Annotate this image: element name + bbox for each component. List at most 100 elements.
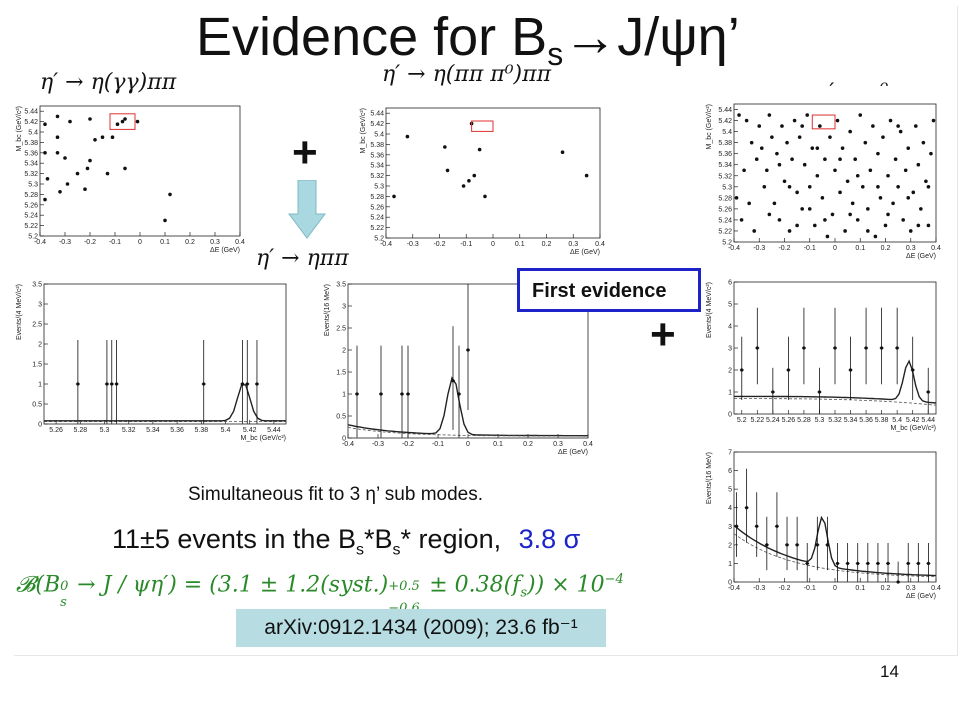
x-tick-label: -0.2 <box>778 585 790 592</box>
first-evidence-label: First evidence <box>532 280 667 302</box>
y-tick-label: 1 <box>342 392 346 399</box>
y-tick-label: 5.42 <box>24 119 38 126</box>
y-tick-label: 5.24 <box>718 217 732 224</box>
x-tick-label: 0.3 <box>568 241 578 248</box>
scatter-point <box>888 118 893 123</box>
x-tick-label: 5.44 <box>921 417 935 424</box>
data-point <box>734 524 739 528</box>
x-tick-label: 5.28 <box>73 427 87 434</box>
scatter-point <box>105 171 110 176</box>
data-point <box>466 348 470 352</box>
y-tick-label: 5.26 <box>718 206 732 213</box>
x-tick-label: -0.4 <box>342 441 354 448</box>
mbc-histogram-combined: 5.26 5.28 5.3 5.32 5.34 5.36 5.38 5.4 5.42 5.44 0 0… <box>16 282 287 442</box>
scatter-point <box>797 135 802 139</box>
scatter-point <box>55 151 60 155</box>
scatter-point <box>560 150 565 154</box>
y-tick-label: 3 <box>38 302 42 309</box>
scatter-point <box>815 173 820 178</box>
fit-curve <box>44 384 286 422</box>
scatter-point <box>443 145 447 149</box>
x-tick-label: 0.3 <box>210 239 220 246</box>
formula-tail: ± 0.38(f <box>422 572 521 598</box>
data-point <box>895 346 899 350</box>
plot-frame <box>43 283 287 425</box>
scatter-point <box>123 117 127 121</box>
y-tick-label: 5.36 <box>370 152 384 159</box>
x-tick-label: 0 <box>138 239 142 246</box>
x-tick-label: 5.34 <box>146 427 160 434</box>
x-tick-label: 5.28 <box>797 417 811 424</box>
data-point <box>911 368 915 372</box>
fit-description: Simultaneous fit to 3 η’ sub modes. <box>188 484 484 505</box>
scatter-point <box>749 140 754 145</box>
x-tick-label: 0.4 <box>931 585 941 592</box>
fit-curve <box>347 376 588 437</box>
y-tick-label: 4 <box>728 324 732 331</box>
y-tick-label: 5.3 <box>722 184 732 191</box>
x-tick-label: 0.4 <box>235 239 245 246</box>
x-tick-label: 0.3 <box>906 585 916 592</box>
scatter-point <box>777 162 782 167</box>
x-tick-label: -0.1 <box>109 239 121 246</box>
scatter-point <box>163 218 167 223</box>
data-point <box>846 561 850 566</box>
scatter-point <box>906 146 911 150</box>
data-point <box>755 346 759 350</box>
y-tick-label: 5.42 <box>370 121 384 128</box>
mbc-histogram-rho: 5.2 5.22 5.24 5.26 5.28 5.3 5.32 5.34 5.36 5.38 5.… <box>706 280 937 432</box>
scatter-point <box>802 162 807 167</box>
scatter-point <box>835 118 840 123</box>
data-point <box>906 561 910 566</box>
x-tick-label: 0.4 <box>583 441 593 448</box>
scatter-point <box>876 185 880 189</box>
scatter-point <box>767 113 772 117</box>
scatter-point <box>123 166 127 171</box>
data-point <box>785 543 789 547</box>
y-tick-label: 2 <box>342 348 346 355</box>
y-tick-label: 5.34 <box>718 162 732 169</box>
y-tick-label: 5.44 <box>718 107 732 114</box>
data-point <box>255 382 259 386</box>
y-tick-label: 7 <box>728 450 732 457</box>
x-tick-label: 5.42 <box>906 417 920 424</box>
scatter-point <box>782 179 787 184</box>
y-tick-label: 2 <box>728 368 732 375</box>
mbc-panel-combined: 5.26 5.28 5.3 5.32 5.34 5.36 5.38 5.4 5.42 5.44 0 0… <box>14 276 292 444</box>
y-tick-label: 5.36 <box>718 151 732 158</box>
x-tick-label: -0.1 <box>804 585 816 592</box>
scatter-point <box>787 185 792 189</box>
x-tick-label: -0.3 <box>372 441 384 448</box>
scatter-panel-pipipi0: -0.4 -0.3 -0.2 -0.1 0 0.1 0.2 0.3 0.4 5.2 5.22 5.24… <box>358 96 608 260</box>
scatter-point <box>858 113 863 117</box>
scatter-point <box>838 157 842 161</box>
content-frame <box>14 6 958 656</box>
y-tick-label: 5.2 <box>374 236 384 243</box>
data-point <box>451 379 455 383</box>
data-point <box>825 543 830 547</box>
y-tick-label: 5.24 <box>370 215 384 222</box>
scatter-point <box>878 196 883 200</box>
background-curve <box>347 427 588 437</box>
background-curve <box>733 533 937 578</box>
scatter-point <box>855 173 860 178</box>
scatter-point <box>906 196 911 200</box>
x-tick-label: 5.32 <box>122 427 136 434</box>
scatter-plot-rho: -0.4 -0.3 -0.2 -0.1 0 0.1 0.2 0.3 0.4 5.2 5.22 5.24… <box>706 103 941 260</box>
x-tick-label: 0.1 <box>160 239 170 246</box>
y-tick-label: 0 <box>342 436 346 443</box>
y-tick-label: 6 <box>728 468 732 475</box>
signal-region-box <box>109 113 136 130</box>
y-tick-label: 5 <box>728 487 732 494</box>
scatter-point <box>68 119 72 124</box>
y-tick-label: 0 <box>728 580 732 587</box>
y-tick-label: 5.4 <box>374 132 384 139</box>
y-axis-title: M_bc (GeV/c²) <box>16 106 23 152</box>
scatter-point <box>873 234 878 239</box>
y-axis-title: Events/(16 MeV) <box>324 284 331 336</box>
y-tick-label: 2.5 <box>336 326 346 333</box>
scatter-point <box>762 185 767 189</box>
first-evidence-box: First evidence <box>517 268 701 312</box>
scatter-point <box>828 135 832 139</box>
scatter-point <box>472 173 477 178</box>
